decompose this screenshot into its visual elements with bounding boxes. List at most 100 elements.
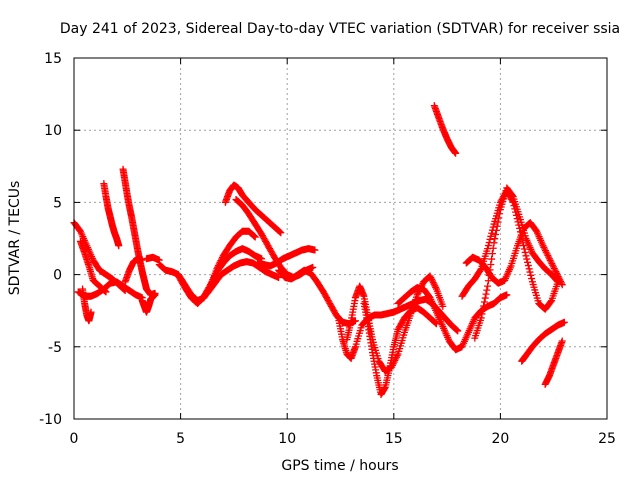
- data-point: [550, 264, 558, 272]
- y-tick-label: 10: [44, 123, 62, 139]
- data-point: [542, 248, 550, 256]
- data-point: [489, 244, 497, 252]
- data-point: [481, 294, 489, 302]
- data-point: [480, 302, 488, 310]
- data-point: [552, 268, 560, 276]
- series-arc18: [343, 272, 447, 375]
- data-point: [547, 298, 555, 306]
- data-point: [524, 258, 532, 266]
- data-point: [454, 327, 462, 335]
- data-point: [555, 274, 563, 282]
- data-point: [521, 248, 529, 256]
- series-arc7: [121, 255, 146, 286]
- data-point: [484, 277, 492, 285]
- data-point: [275, 273, 283, 281]
- x-tick-label: 5: [176, 431, 185, 447]
- data-point: [101, 287, 109, 295]
- data-point: [151, 291, 159, 299]
- data-point: [540, 243, 548, 251]
- series-arc24: [462, 219, 566, 289]
- data-point: [428, 277, 436, 285]
- data-point: [482, 290, 490, 298]
- data-point: [494, 218, 502, 226]
- data-point: [546, 256, 554, 264]
- x-tick-label: 20: [491, 431, 509, 447]
- data-point: [553, 271, 561, 279]
- data-point: [483, 286, 491, 294]
- data-point: [488, 250, 496, 258]
- data-point: [276, 228, 284, 236]
- x-tick-label: 10: [278, 431, 296, 447]
- data-point: [558, 337, 566, 345]
- data-points: [70, 102, 568, 398]
- plot-frame: [73, 57, 608, 420]
- x-tick-label: 15: [385, 431, 403, 447]
- y-tick-label: -5: [48, 340, 62, 356]
- x-tick-label: 0: [70, 431, 79, 447]
- data-point: [432, 283, 440, 291]
- data-point: [87, 308, 95, 316]
- data-point: [489, 223, 497, 231]
- data-point: [495, 214, 503, 222]
- series-arc25: [518, 318, 568, 365]
- data-point: [541, 247, 549, 255]
- chart-title: Day 241 of 2023, Sidereal Day-to-day VTE…: [60, 21, 620, 37]
- y-tick-label: 5: [53, 195, 62, 211]
- data-point: [493, 222, 501, 230]
- series-arc6: [119, 165, 159, 299]
- y-tick-label: 0: [53, 268, 62, 284]
- data-point: [557, 277, 565, 285]
- data-point: [311, 246, 319, 254]
- data-point: [488, 229, 496, 237]
- data-point: [549, 263, 557, 271]
- data-point: [486, 235, 494, 243]
- series-arc23: [471, 184, 562, 342]
- data-point: [492, 231, 500, 239]
- data-point: [393, 352, 401, 360]
- x-tick-label: 25: [598, 431, 616, 447]
- data-point: [413, 291, 421, 299]
- data-point: [392, 355, 400, 363]
- data-point: [115, 242, 123, 250]
- data-point: [479, 306, 487, 314]
- data-point: [431, 318, 439, 326]
- data-point: [452, 149, 460, 157]
- data-point: [558, 281, 566, 289]
- data-point: [250, 232, 258, 240]
- data-point: [547, 258, 555, 266]
- series-arc16: [275, 266, 359, 328]
- data-point: [541, 245, 549, 253]
- data-point: [453, 326, 461, 334]
- data-point: [100, 286, 108, 294]
- data-point: [277, 229, 285, 237]
- x-axis-label: GPS time / hours: [281, 458, 398, 474]
- data-point: [102, 288, 110, 296]
- data-point: [432, 320, 440, 328]
- data-point: [487, 260, 495, 268]
- data-point: [488, 255, 496, 263]
- data-point: [548, 260, 556, 268]
- data-point: [524, 262, 532, 270]
- data-point: [427, 274, 435, 282]
- data-point: [551, 266, 559, 274]
- data-point: [452, 325, 460, 333]
- data-point: [428, 275, 436, 283]
- data-point: [553, 269, 561, 277]
- data-point: [476, 266, 484, 274]
- y-tick-label: 15: [44, 51, 62, 67]
- data-point: [520, 245, 528, 253]
- data-point: [477, 314, 485, 322]
- data-point: [554, 273, 562, 281]
- data-point: [309, 263, 317, 271]
- data-point: [539, 242, 547, 250]
- data-point: [496, 210, 504, 218]
- series-arc21: [430, 102, 460, 157]
- series-arc19: [360, 299, 440, 398]
- data-point: [439, 302, 447, 310]
- data-point: [525, 265, 533, 273]
- data-point: [478, 310, 486, 318]
- data-point: [426, 272, 434, 280]
- data-point: [545, 253, 553, 261]
- data-point: [526, 268, 534, 276]
- series-arc4: [79, 285, 95, 325]
